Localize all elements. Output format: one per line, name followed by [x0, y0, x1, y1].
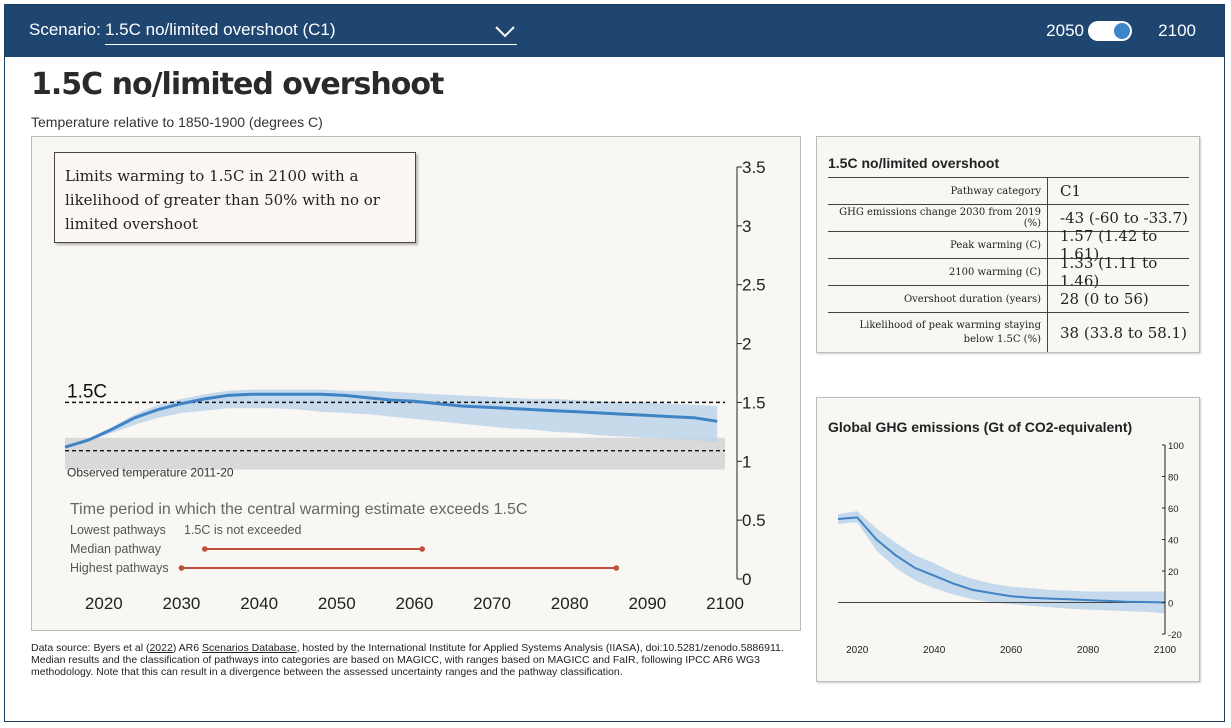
median-emissions-line	[837, 516, 1166, 604]
x-tick-label: 2070	[473, 594, 511, 613]
y-tick-label: 40	[1168, 536, 1179, 547]
y-tick-label: 3	[742, 217, 751, 236]
observed-temperature-label: Observed temperature 2011-20	[67, 466, 234, 480]
scenario-label: Scenario:	[29, 20, 101, 39]
scenario-description-box: Limits warming to 1.5C in 2100 with a li…	[54, 152, 416, 243]
median-warming-line	[64, 392, 718, 449]
period-note: 1.5C is not exceeded	[184, 523, 301, 537]
y-tick-label: 20	[1168, 567, 1179, 578]
x-tick-label: 2100	[1154, 645, 1177, 656]
period-row-label: Lowest pathways	[70, 523, 166, 537]
y-tick-label: 60	[1168, 504, 1179, 515]
app-frame: Scenario: 1.5C no/limited overshoot (C1)…	[4, 4, 1225, 722]
table-row: Overshoot duration (years) 28 (0 to 56)	[828, 285, 1189, 312]
year-toggle-switch[interactable]	[1088, 21, 1132, 41]
table-row: GHG emissions change 2030 from 2019 (%) …	[828, 204, 1189, 231]
y-tick-label: 2.5	[742, 276, 766, 295]
table-row: 2100 warming (C) 1.33 (1.11 to 1.46)	[828, 254, 1189, 290]
stats-label: GHG emissions change 2030 from 2019 (%)	[839, 207, 1041, 229]
x-tick-label: 2030	[163, 594, 201, 613]
x-tick-label: 2040	[240, 594, 278, 613]
page-title: 1.5C no/limited overshoot	[31, 67, 444, 102]
x-tick-label: 2050	[318, 594, 356, 613]
threshold-label: 1.5C	[67, 381, 107, 402]
footnote-text: Data source: Byers et al (	[31, 642, 150, 654]
footnote-text: ) AR6	[172, 642, 203, 654]
x-tick-label: 2090	[628, 594, 666, 613]
uncertainty-band	[65, 389, 718, 448]
period-title: Time period in which the central warming…	[70, 501, 527, 518]
stats-value: C1	[1047, 178, 1189, 204]
stats-value: 1.33 (1.11 to 1.46)	[1047, 254, 1189, 290]
period-end-dot	[419, 546, 425, 552]
table-row: Pathway category C1	[828, 177, 1189, 204]
stats-table-title: 1.5C no/limited overshoot	[828, 155, 1000, 171]
footnote-text: , hosted by the International Institute …	[31, 642, 784, 678]
toggle-label-2100[interactable]: 2100	[1158, 21, 1196, 40]
period-start-dot	[178, 565, 185, 571]
y-tick-label: 1	[742, 452, 751, 471]
stats-label: Overshoot duration (years)	[903, 293, 1041, 305]
x-tick-label: 2080	[1077, 645, 1100, 656]
stats-value: 38 (33.8 to 58.1)	[1047, 313, 1189, 352]
y-tick-label: 1.5	[742, 393, 766, 412]
period-row-label: Median pathway	[70, 542, 162, 556]
stats-label: Pathway category	[950, 185, 1041, 197]
x-tick-label: 2020	[846, 645, 869, 656]
y-tick-label: 0	[1168, 599, 1173, 610]
top-bar: Scenario: 1.5C no/limited overshoot (C1)…	[5, 5, 1224, 57]
x-tick-label: 2060	[1000, 645, 1023, 656]
ghg-emissions-panel: Global GHG emissions (Gt of CO2-equivale…	[816, 397, 1200, 682]
period-row-label: Highest pathways	[70, 561, 169, 575]
stats-table: Pathway category C1 GHG emissions change…	[828, 177, 1189, 352]
scenario-value: 1.5C no/limited overshoot (C1)	[105, 20, 336, 39]
ghg-chart-title: Global GHG emissions (Gt of CO2-equivale…	[828, 419, 1133, 435]
y-tick-label: 0.5	[742, 511, 766, 530]
x-tick-label: 2040	[923, 645, 946, 656]
data-source-footnote: Data source: Byers et al (2022) AR6 Scen…	[31, 642, 801, 678]
toggle-knob	[1114, 23, 1130, 39]
observed-band	[65, 437, 725, 470]
x-tick-label: 2020	[85, 594, 123, 613]
y-tick-label: 0	[742, 570, 751, 589]
y-tick-label: 3.5	[742, 158, 766, 177]
emissions-range-band	[838, 511, 1165, 614]
scenarios-database-link[interactable]: Scenarios Database	[202, 642, 297, 654]
toggle-label-2050[interactable]: 2050	[1046, 21, 1084, 40]
scenario-stats-panel: 1.5C no/limited overshoot Pathway catego…	[816, 136, 1200, 353]
period-end-dot	[613, 565, 620, 571]
scenario-dropdown[interactable]: 1.5C no/limited overshoot (C1)	[105, 18, 517, 45]
stats-label: 2100 warming (C)	[948, 266, 1041, 278]
table-row: Likelihood of peak warming staying below…	[828, 312, 1189, 352]
stats-label: Peak warming (C)	[950, 239, 1041, 251]
x-tick-label: 2060	[395, 594, 433, 613]
temperature-chart-panel: Observed temperature 2011-20 1.5C 0 0.5 1 1.5…	[31, 136, 801, 631]
chart-subtitle: Temperature relative to 1850-1900 (degre…	[31, 114, 323, 130]
temperature-chart: Observed temperature 2011-20 1.5C 0 0.5 1 1.5…	[64, 158, 766, 613]
y-tick-label: -20	[1168, 630, 1182, 641]
y-tick-label: 2	[742, 335, 751, 354]
year-toggle-group: 2050 2100	[1046, 19, 1196, 43]
y-tick-label: 80	[1168, 473, 1179, 484]
x-tick-label: 2080	[551, 594, 589, 613]
stats-label: Likelihood of peak warming staying below…	[859, 319, 1042, 345]
period-start-dot	[201, 546, 208, 552]
y-tick-label: 100	[1168, 441, 1184, 452]
scenario-description: Limits warming to 1.5C in 2100 with a li…	[65, 167, 380, 233]
x-tick-label: 2100	[706, 594, 744, 613]
stats-value: -43 (-60 to -33.7)	[1047, 205, 1189, 231]
footnote-year-link[interactable]: 2022	[149, 642, 173, 654]
chevron-down-icon	[495, 26, 515, 38]
stats-value: 28 (0 to 56)	[1047, 286, 1189, 312]
